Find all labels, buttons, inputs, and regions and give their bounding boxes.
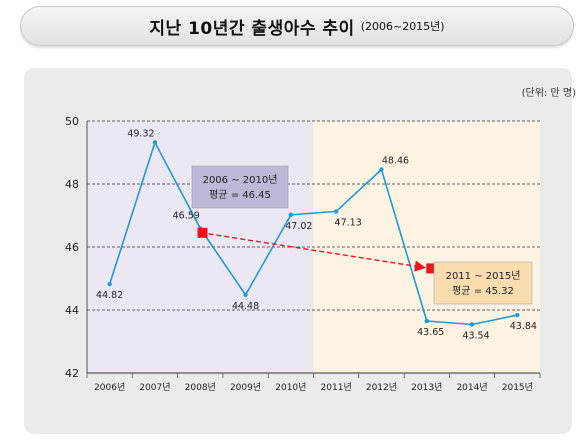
x-tick-label-2011년: 2011년 [321,382,352,393]
x-tick-label-2012년: 2012년 [366,382,397,393]
data-point-2013년 [424,318,429,324]
annotation-2006-2010-period-label: 2006 ~ 2010년 [203,174,278,186]
annotation-2011-2015-average-label: 평균 = 45.32 [452,285,514,297]
annotation-2011-2015-period-label: 2011 ~ 2015년 [446,270,521,282]
y-tick-label-44: 44 [65,304,79,317]
data-point-2011년 [333,209,339,214]
annotation-2011-2015-box [433,261,533,305]
y-tick-label-42: 42 [65,367,79,380]
x-tick-label-2008년: 2008년 [185,382,216,393]
chart-subtitle: (2006~2015년) [360,20,445,33]
data-label-2009년: 44.48 [232,301,259,312]
x-tick-label-2014년: 2014년 [456,382,487,393]
data-label-2012년: 48.46 [382,156,409,167]
x-tick-label-2007년: 2007년 [139,382,170,393]
average-marker-2006-2010 [197,227,208,238]
series-line [108,140,518,326]
title-banner: 지난 10년간 출생아수 추이 (2006~2015년) [20,6,574,46]
x-tick-label-2015년: 2015년 [502,382,533,393]
data-label-2015년: 43.84 [510,321,537,332]
x-tick-label-2006년: 2006년 [94,382,125,393]
data-label-2006년: 44.82 [96,290,123,301]
trend-arrow [208,233,427,272]
data-label-2010년: 47.02 [285,221,312,232]
x-tick-label-2010년: 2010년 [275,382,306,393]
y-tick-label-46: 46 [65,241,79,254]
chart-title: 지난 10년간 출생아수 추이 [149,18,355,39]
x-tick-label-2009년: 2009년 [230,382,261,393]
data-label-2013년: 43.65 [417,327,444,338]
data-label-2011년: 47.13 [335,217,362,228]
annotation-2006-2010-box [191,165,289,209]
average-marker-2011-2015 [426,263,437,274]
data-point-2014년 [469,322,475,327]
data-point-2010년 [288,212,294,218]
data-point-2006년 [107,281,112,287]
data-point-2009년 [243,292,248,298]
annotation-2006-2010-average-label: 평균 = 46.45 [209,189,271,201]
y-tick-label-50: 50 [65,115,79,128]
data-label-2014년: 43.54 [462,330,489,341]
x-tick-label-2013년: 2013년 [411,382,442,393]
y-tick-label-48: 48 [65,178,79,191]
data-label-2007년: 49.32 [127,128,154,139]
data-point-2012년 [379,167,384,172]
data-point-2007년 [152,140,158,145]
unit-label: (단위: 만 명) [521,88,576,99]
data-point-2015년 [515,312,520,318]
data-label-2008년: 46.59 [173,210,200,221]
